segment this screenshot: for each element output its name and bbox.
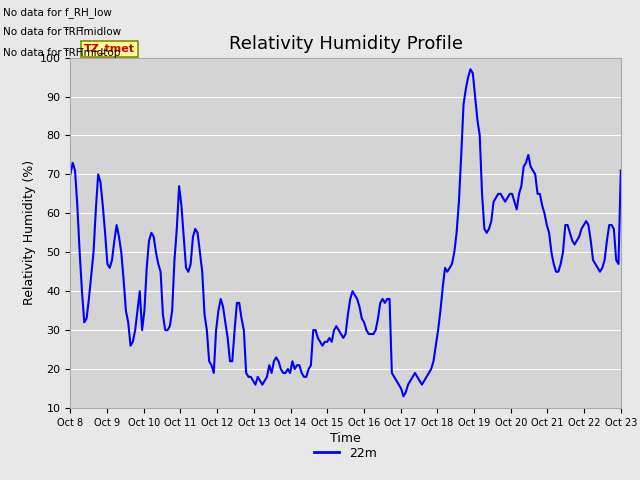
Text: TZ_tmet: TZ_tmet bbox=[84, 44, 135, 54]
Text: No data for f_RH_low: No data for f_RH_low bbox=[3, 7, 112, 18]
Text: No data for f̅RH̅midlow: No data for f̅RH̅midlow bbox=[3, 27, 122, 37]
Text: No data for f̅RH̅midtop: No data for f̅RH̅midtop bbox=[3, 48, 120, 58]
X-axis label: Time: Time bbox=[330, 432, 361, 445]
Y-axis label: Relativity Humidity (%): Relativity Humidity (%) bbox=[22, 160, 35, 305]
Legend: 22m: 22m bbox=[309, 442, 382, 465]
Title: Relativity Humidity Profile: Relativity Humidity Profile bbox=[228, 35, 463, 53]
